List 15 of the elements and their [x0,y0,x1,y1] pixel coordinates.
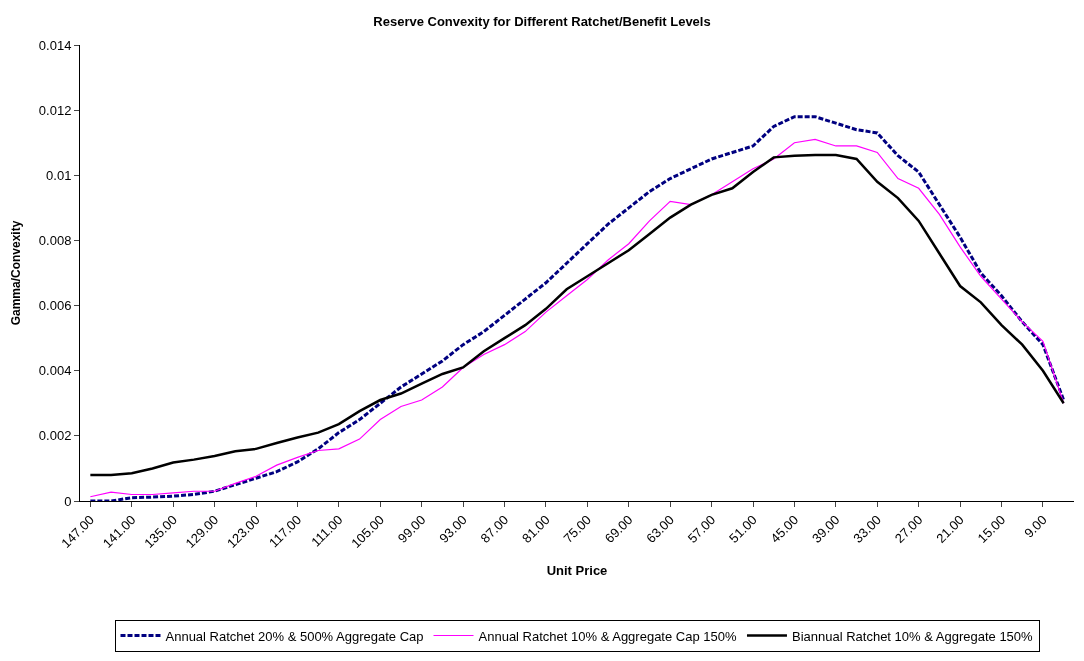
y-tick-label: 0.01 [46,167,72,183]
y-tick-label: 0.006 [38,298,72,314]
y-tick-label: 0.012 [38,102,72,118]
legend-label: Biannual Ratchet 10% & Aggregate 150% [791,628,1034,644]
legend-label: Annual Ratchet 20% & 500% Aggregate Cap [165,628,424,644]
y-tick-label: 0.014 [38,37,72,53]
y-axis-title: Gamma/Convexity [9,220,24,326]
y-tick-label: 0.004 [38,363,72,379]
legend-label: Annual Ratchet 10% & Aggregate Cap 150% [478,628,737,644]
y-tick-label: 0.002 [38,428,72,444]
x-axis-title: Unit Price [546,562,608,578]
y-tick-label: 0 [64,493,72,509]
y-tick-label: 0.008 [38,232,72,248]
x-tick-label: 9.00 [1021,512,1050,541]
chart-title: Reserve Convexity for Different Ratchet/Benefit Levels [373,13,711,29]
